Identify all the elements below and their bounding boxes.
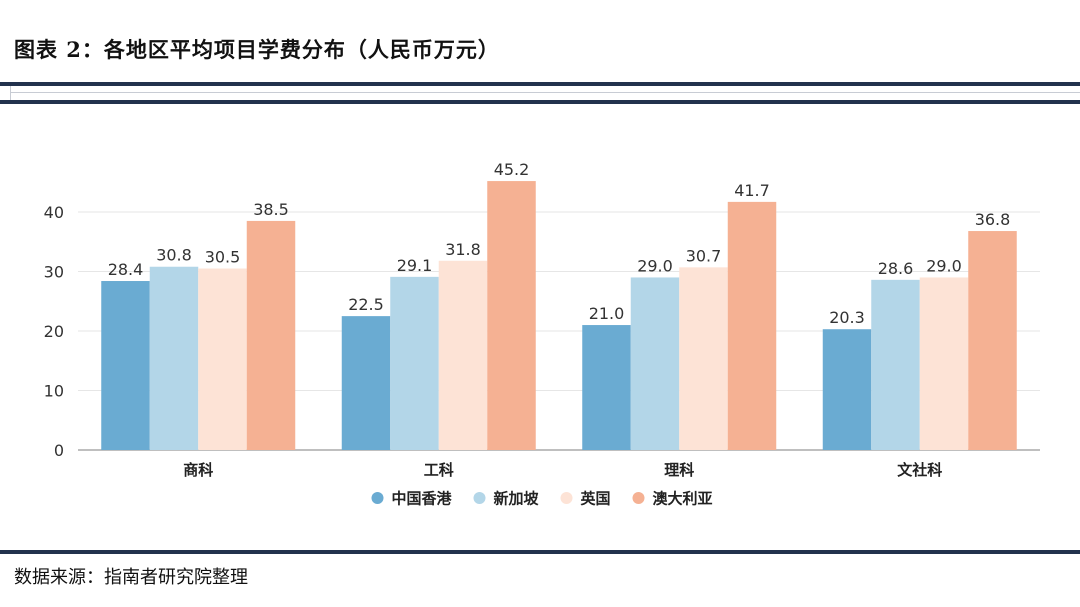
data-label: 30.8: [156, 246, 192, 265]
legend-marker: [632, 492, 645, 504]
bar: [871, 279, 920, 450]
data-label: 41.7: [734, 181, 770, 200]
bar: [822, 329, 872, 450]
data-label: 30.5: [205, 248, 241, 267]
data-label: 21.0: [589, 304, 625, 323]
source-note: 数据来源：指南者研究院整理: [14, 567, 248, 588]
data-label: 36.8: [975, 210, 1011, 229]
x-tick-label: 理科: [664, 461, 694, 479]
bar: [679, 267, 728, 450]
bars: [101, 181, 1017, 450]
data-label: 22.5: [348, 295, 384, 314]
bar: [438, 260, 488, 450]
x-tick-label: 文社科: [897, 461, 942, 479]
y-tick-label: 30: [44, 263, 64, 282]
y-axis-ticks: 0 10 20 30 40: [44, 203, 64, 460]
legend: 中国香港 新加坡 英国 澳大利亚: [371, 490, 713, 508]
data-label: 45.2: [494, 160, 530, 179]
bar: [582, 325, 631, 450]
legend-item-label: 新加坡: [494, 490, 539, 508]
data-label: 31.8: [445, 240, 481, 259]
top-divider: [0, 82, 1080, 86]
y-tick-label: 10: [44, 382, 64, 401]
x-tick-label: 工科: [424, 461, 454, 479]
legend-marker: [473, 492, 486, 504]
bar: [727, 201, 777, 450]
bar: [101, 281, 150, 450]
bar: [968, 231, 1017, 450]
data-label: 28.4: [108, 260, 144, 279]
page-title: 图表 2：各地区平均项目学费分布（人民币万元）: [14, 37, 500, 62]
legend-marker: [371, 492, 384, 504]
data-label: 28.6: [878, 259, 914, 278]
data-label: 20.3: [829, 308, 865, 327]
data-labels: 28.4 30.8 30.5 38.5 22.5 29.1 31.8 45.2 21.0 29.0…: [108, 160, 1011, 327]
y-tick-label: 0: [54, 441, 64, 460]
bottom-divider: [0, 550, 1080, 554]
x-tick-label: 商科: [183, 461, 213, 479]
bar: [246, 220, 296, 450]
top-divider-lower: [0, 100, 1080, 104]
y-tick-label: 40: [44, 203, 64, 222]
bar: [198, 268, 247, 450]
y-tick-label: 20: [44, 322, 64, 341]
bar: [341, 316, 391, 450]
bar: [630, 277, 680, 450]
legend-item-label: 澳大利亚: [653, 490, 713, 508]
legend-marker: [560, 492, 573, 504]
top-divider-thin: [10, 92, 1080, 93]
data-label: 29.0: [637, 256, 673, 275]
data-label: 29.1: [397, 256, 433, 275]
bar: [919, 277, 969, 450]
data-label: 30.7: [686, 246, 722, 265]
divider-tick: [10, 86, 11, 100]
data-label: 38.5: [253, 200, 289, 219]
bar: [487, 181, 536, 450]
data-label: 29.0: [926, 256, 962, 275]
legend-item-label: 英国: [581, 490, 611, 508]
bar: [149, 266, 199, 450]
x-axis-categories: 商科 工科 理科 文社科: [183, 461, 942, 479]
bar: [390, 276, 439, 450]
legend-item-label: 中国香港: [392, 490, 453, 508]
